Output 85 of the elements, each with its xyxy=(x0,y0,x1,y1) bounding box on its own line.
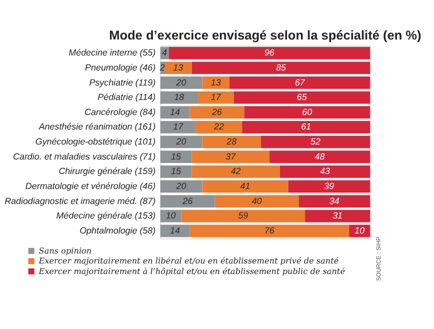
data-label: 60 xyxy=(302,106,312,117)
y-tick-label: Dermatologie et vénérologie (46) xyxy=(25,181,156,192)
data-label: 17 xyxy=(210,92,222,102)
y-tick-label: Pneumologie (46) xyxy=(85,62,156,72)
data-label: 20 xyxy=(175,77,186,88)
bar xyxy=(190,106,244,119)
data-label: 52 xyxy=(310,136,321,147)
bar xyxy=(202,136,261,148)
bar xyxy=(234,91,370,104)
y-tick-label: Gynécologie-obstétrique (101) xyxy=(35,136,156,147)
bar xyxy=(260,136,370,148)
data-label: 43 xyxy=(320,166,330,176)
bar xyxy=(181,210,306,222)
bar xyxy=(242,120,370,134)
bar xyxy=(280,165,370,178)
bar xyxy=(190,224,350,238)
bar xyxy=(192,62,370,74)
bar xyxy=(214,195,299,208)
data-label: 13 xyxy=(210,77,221,88)
data-label: 14 xyxy=(170,225,180,236)
data-label: 4 xyxy=(162,48,167,58)
bar xyxy=(230,76,370,89)
bar xyxy=(269,150,370,163)
data-label: 10 xyxy=(166,210,176,221)
bar xyxy=(160,76,202,89)
bar xyxy=(244,106,370,119)
data-label: 14 xyxy=(170,106,180,117)
bar xyxy=(192,165,280,178)
y-tick-label: Ophtalmologie (58) xyxy=(80,225,156,236)
data-label: 39 xyxy=(324,181,334,192)
data-label: 20 xyxy=(175,181,186,192)
data-label: 65 xyxy=(296,92,307,102)
data-label: 37 xyxy=(226,151,237,162)
bar xyxy=(160,150,192,163)
bar xyxy=(164,62,192,74)
legend-label: Exercer majoritairement en libéral et/ou en établissement privé de santé xyxy=(38,256,339,266)
data-label: 10 xyxy=(354,225,365,236)
bar xyxy=(160,224,190,238)
y-tick-label: Pédiatrie (114) xyxy=(98,92,156,102)
y-tick-label: Médecine interne (55) xyxy=(68,48,156,58)
data-label: 76 xyxy=(264,225,274,236)
bar xyxy=(202,76,230,89)
data-label: 34 xyxy=(329,196,340,206)
data-label: 96 xyxy=(264,48,274,58)
legend-label: Sans opinion xyxy=(38,245,92,256)
bar xyxy=(160,120,196,134)
data-label: 17 xyxy=(173,122,184,132)
y-tick-label: Cardio. et maladies vasculaires (71) xyxy=(13,151,156,162)
data-label: 15 xyxy=(171,151,182,162)
data-label: 67 xyxy=(294,77,306,88)
y-tick-label: Cancérologie (84) xyxy=(84,106,156,117)
y-tick-label: Anesthésie réanimation (161) xyxy=(38,122,156,132)
data-label: 18 xyxy=(174,92,184,102)
legend-label: Exercer majoritairement à l’hôpital et/ou en établissement public de santé xyxy=(38,266,346,276)
data-label: 42 xyxy=(230,166,241,176)
bar xyxy=(298,195,370,208)
data-label: 15 xyxy=(171,166,182,176)
y-tick-label: Médecine générale (153) xyxy=(56,210,156,221)
data-label: 28 xyxy=(226,136,237,147)
bar xyxy=(202,180,288,193)
bar xyxy=(196,120,242,134)
bar xyxy=(192,150,270,163)
data-label: 85 xyxy=(276,62,286,72)
data-label: 40 xyxy=(252,196,262,206)
data-label: 59 xyxy=(238,210,248,221)
bar xyxy=(160,165,192,178)
data-label: 48 xyxy=(314,151,325,162)
bar xyxy=(160,195,215,208)
data-label: 41 xyxy=(240,181,250,192)
bar xyxy=(160,106,190,119)
y-tick-label: Chirurgie générale (159) xyxy=(58,166,156,176)
data-label: 61 xyxy=(301,122,312,132)
data-label: 31 xyxy=(332,210,343,221)
data-label: 13 xyxy=(173,62,184,72)
data-label: 20 xyxy=(175,136,186,147)
y-tick-label: Psychiatrie (119) xyxy=(89,77,156,88)
data-label: 22 xyxy=(213,122,224,132)
bar xyxy=(168,46,370,60)
chart-title: Mode d’exercice envisagé selon la spécialité (en %) xyxy=(109,28,422,43)
bar xyxy=(305,210,370,222)
y-tick-label: Radiodiagnostic et imagerie méd. (87) xyxy=(4,196,156,206)
bar xyxy=(288,180,370,193)
bar xyxy=(198,91,234,104)
data-label: 26 xyxy=(210,106,222,117)
data-label: 26 xyxy=(182,196,193,206)
